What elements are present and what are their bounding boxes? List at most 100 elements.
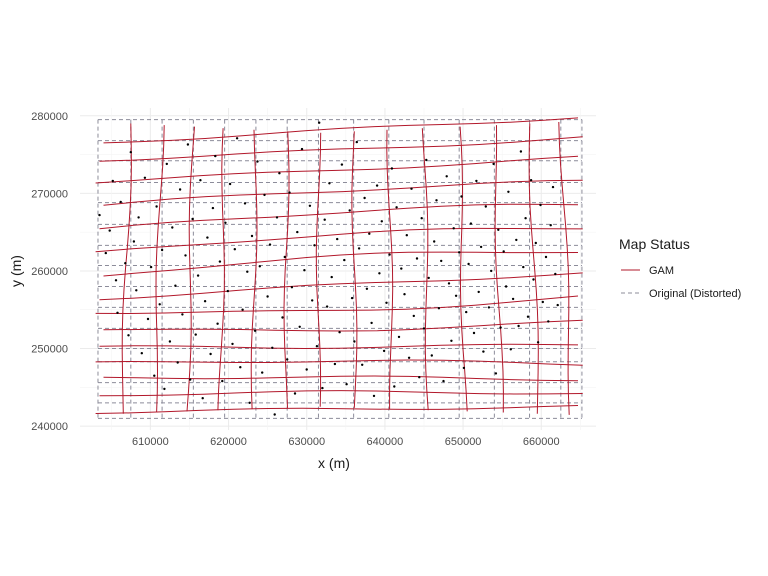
data-point (283, 255, 286, 259)
data-point (450, 339, 453, 342)
gam-vline-7 (351, 131, 358, 408)
data-point (526, 315, 530, 318)
gam-hline-2 (95, 155, 579, 184)
data-point (104, 251, 108, 255)
data-point (340, 163, 344, 166)
data-point (325, 305, 329, 308)
gam-hline-12 (103, 375, 579, 382)
data-point (477, 290, 480, 294)
data-point (484, 205, 487, 208)
data-point (321, 386, 324, 390)
data-point (355, 140, 358, 144)
data-point (218, 260, 222, 263)
x-tick-label-3: 640000 (367, 436, 404, 448)
y-tick-label-2: 260000 (31, 266, 68, 278)
data-point (509, 348, 512, 351)
data-point (261, 371, 264, 374)
data-point (108, 229, 111, 232)
data-point (400, 267, 403, 270)
data-point (278, 172, 281, 175)
data-point (184, 254, 187, 257)
data-point (171, 226, 174, 229)
data-point (536, 341, 540, 344)
data-point (375, 184, 379, 187)
data-point (497, 228, 500, 231)
data-point (318, 121, 321, 124)
data-point (243, 202, 247, 205)
data-point (258, 265, 261, 268)
data-point (554, 272, 557, 276)
data-point (111, 179, 115, 183)
data-point (494, 372, 498, 375)
x-axis-title: x (m) (318, 455, 350, 471)
data-point (532, 278, 535, 281)
gam-hline-1 (99, 136, 583, 162)
data-point (224, 221, 227, 224)
data-point (465, 310, 468, 314)
data-point (482, 350, 485, 353)
data-point (116, 311, 119, 314)
data-point (492, 162, 495, 166)
data-point (189, 378, 192, 381)
data-point (544, 255, 548, 259)
data-point (281, 316, 284, 319)
gam-hline-7 (99, 272, 583, 301)
y-tick-label-4: 280000 (31, 111, 68, 123)
data-point (440, 259, 443, 263)
gam-hline-4 (99, 203, 579, 230)
gam-hline-5 (95, 227, 583, 253)
data-point (98, 213, 101, 217)
data-point (191, 217, 194, 221)
data-point (427, 276, 430, 280)
data-point (313, 244, 316, 247)
gam-hline-13 (99, 390, 583, 397)
data-point (382, 349, 386, 353)
data-point (412, 314, 415, 318)
data-point (153, 374, 156, 377)
data-point (547, 320, 550, 323)
data-point (275, 216, 279, 219)
data-point (199, 179, 202, 182)
gam-vline-4 (250, 129, 258, 410)
axes: 610000 620000 630000 640000 650000 660000 2400… (31, 111, 559, 448)
data-point (556, 303, 559, 307)
gam-hline-9 (103, 319, 583, 332)
data-point (163, 387, 166, 391)
data-point (235, 137, 239, 140)
data-point (397, 335, 401, 339)
data-point (246, 270, 249, 273)
data-point (365, 287, 369, 290)
data-point (253, 329, 257, 332)
data-point (534, 241, 537, 245)
data-point (286, 358, 289, 361)
data-point (452, 227, 455, 230)
data-point (137, 216, 140, 219)
data-point (380, 220, 383, 223)
data-point (338, 331, 341, 334)
data-point (250, 234, 254, 238)
data-point (239, 366, 242, 369)
data-point (539, 203, 542, 207)
data-point (140, 352, 143, 355)
data-point (143, 176, 147, 179)
gam-vline-12 (528, 123, 539, 414)
data-point (290, 286, 294, 289)
data-point (186, 143, 190, 146)
data-point (549, 224, 552, 227)
data-point (268, 243, 272, 246)
data-point (415, 257, 419, 260)
gam-vline-5 (283, 131, 290, 408)
data-point (524, 217, 527, 220)
data-point (241, 308, 244, 311)
data-point (407, 356, 411, 359)
gam-hline-10 (99, 343, 579, 350)
data-point (303, 269, 306, 272)
gam-vline-11 (494, 125, 504, 413)
data-point (211, 206, 215, 210)
data-point (160, 248, 164, 252)
data-point (114, 279, 118, 282)
gam-vline-8 (386, 129, 394, 410)
data-point (502, 250, 505, 253)
data-point (345, 383, 348, 386)
